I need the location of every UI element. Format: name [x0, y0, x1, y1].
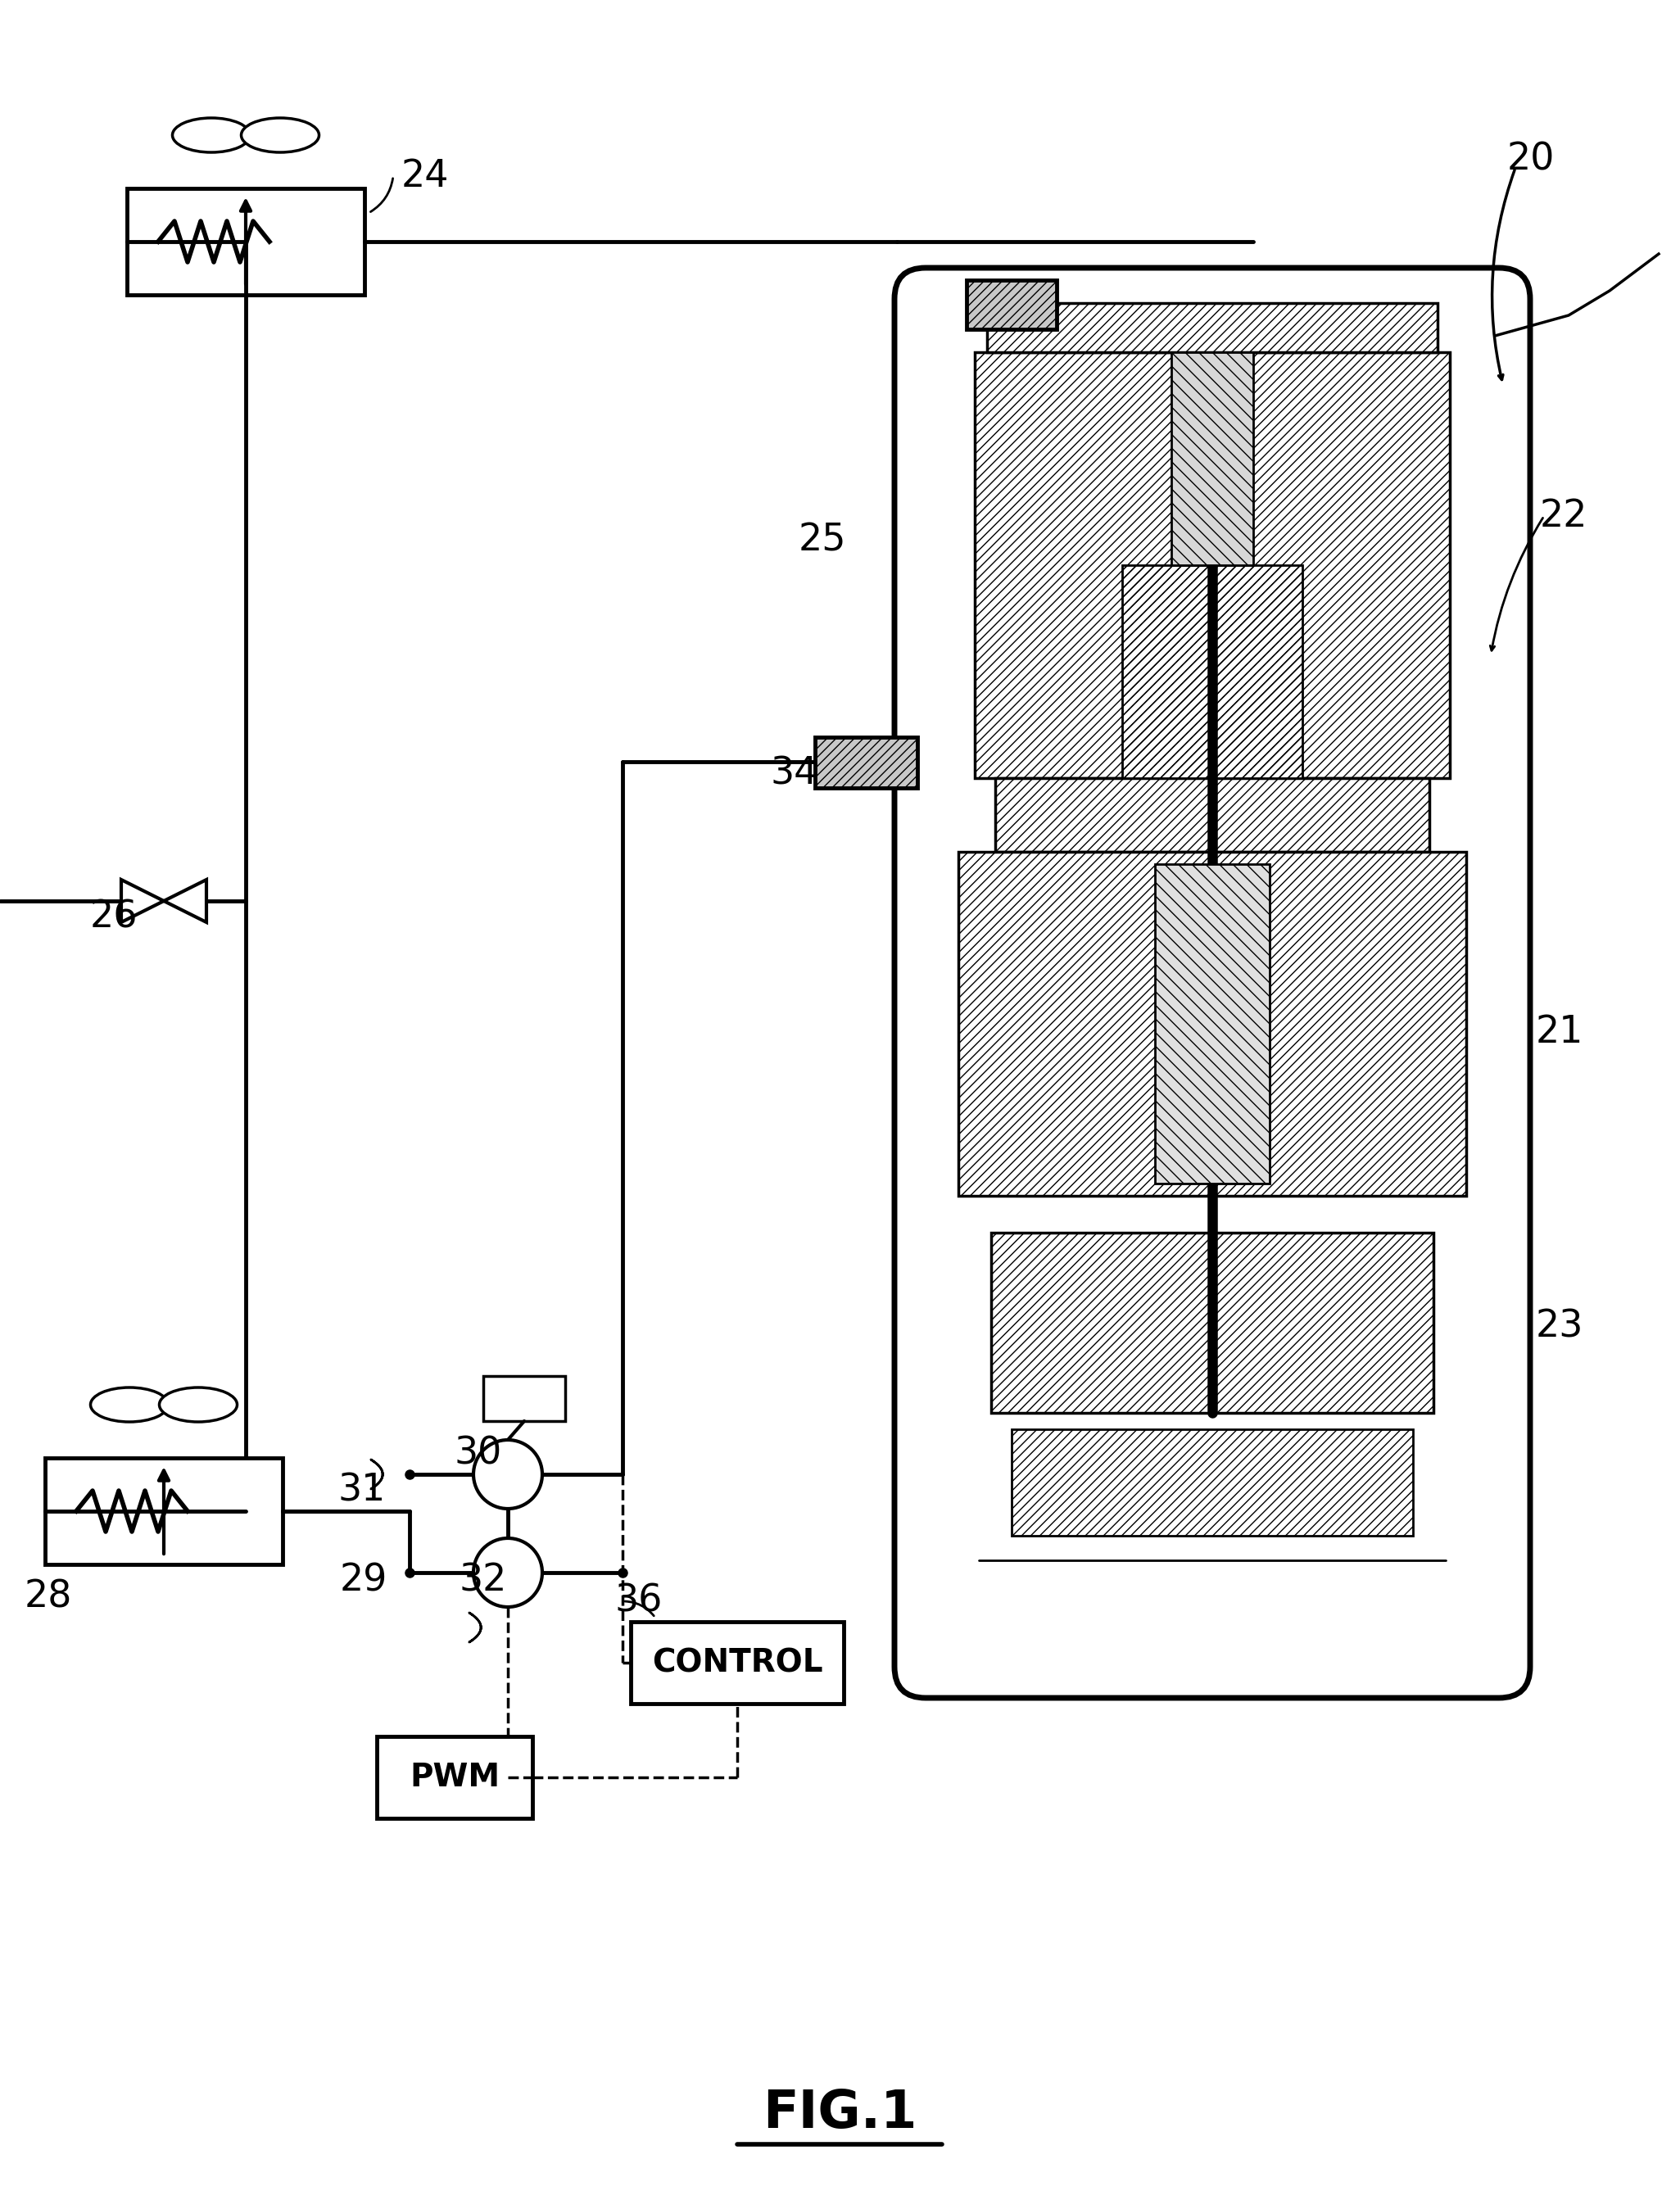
Text: 24: 24 [402, 157, 449, 194]
Ellipse shape [242, 117, 319, 152]
Polygon shape [165, 879, 207, 923]
Text: 22: 22 [1541, 497, 1588, 535]
Bar [995, 778, 1430, 853]
Bar [988, 303, 1438, 351]
Text: PWM: PWM [410, 1763, 499, 1794]
Bar [815, 738, 917, 789]
Bar [995, 778, 1430, 853]
Bar [1011, 1429, 1413, 1535]
Text: 28: 28 [25, 1579, 72, 1615]
Text: 30: 30 [455, 1436, 502, 1471]
Text: 23: 23 [1536, 1308, 1584, 1345]
Ellipse shape [173, 117, 250, 152]
Polygon shape [121, 879, 165, 923]
Bar [974, 351, 1450, 778]
Bar [1122, 566, 1302, 778]
Bar [1122, 566, 1302, 778]
Ellipse shape [160, 1387, 237, 1423]
Circle shape [474, 1537, 543, 1606]
Bar [815, 738, 917, 789]
Bar [630, 1621, 843, 1703]
Circle shape [474, 1440, 543, 1509]
Bar [484, 1376, 564, 1420]
Text: 21: 21 [1536, 1014, 1584, 1051]
Bar [1011, 1429, 1413, 1535]
Bar [966, 281, 1057, 329]
Bar [991, 1233, 1433, 1414]
Text: 36: 36 [615, 1584, 662, 1619]
Bar [1171, 351, 1253, 566]
Ellipse shape [91, 1387, 168, 1423]
Text: CONTROL: CONTROL [652, 1648, 823, 1679]
Text: 34: 34 [769, 755, 818, 793]
Text: FIG.1: FIG.1 [763, 2088, 917, 2138]
FancyBboxPatch shape [894, 267, 1530, 1699]
Bar [958, 853, 1467, 1195]
Bar [1154, 864, 1270, 1184]
Bar [988, 303, 1438, 351]
Text: 20: 20 [1507, 141, 1556, 179]
Bar [966, 281, 1057, 329]
Text: 26: 26 [91, 899, 138, 937]
Text: 32: 32 [459, 1562, 506, 1599]
Bar [958, 853, 1467, 1195]
Bar [128, 188, 365, 294]
Bar [974, 351, 1450, 778]
Text: 29: 29 [339, 1562, 388, 1599]
Bar [1154, 864, 1270, 1184]
Text: 31: 31 [338, 1471, 385, 1509]
Bar [1171, 351, 1253, 566]
Text: 25: 25 [798, 521, 847, 559]
Bar [991, 1233, 1433, 1414]
Bar [45, 1458, 282, 1564]
Bar [376, 1736, 533, 1818]
